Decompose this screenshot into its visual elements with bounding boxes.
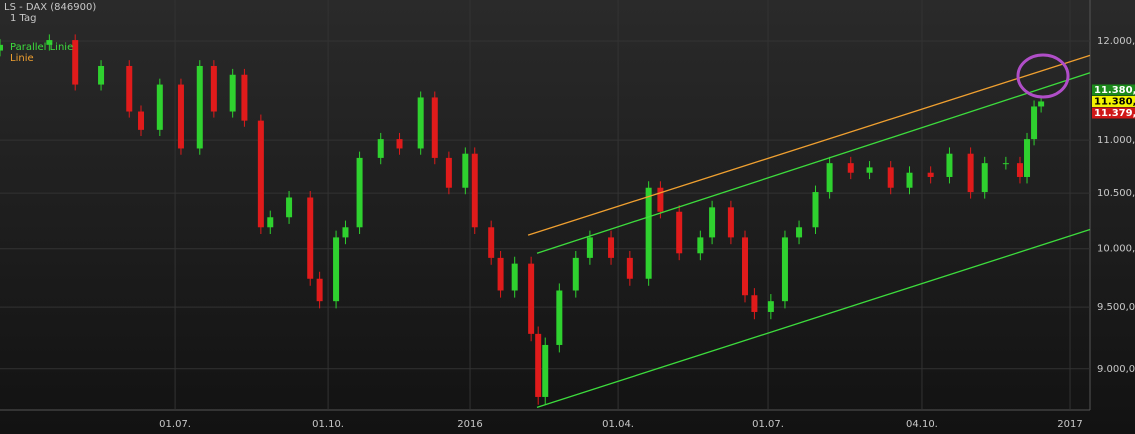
- candle-body: [46, 40, 53, 45]
- x-tick-label: 2017: [1057, 419, 1082, 430]
- candle-body: [1016, 163, 1023, 177]
- candle-body: [1024, 139, 1031, 177]
- candle-body: [906, 172, 913, 188]
- price-label-box: [1092, 84, 1135, 96]
- candle-body: [645, 187, 652, 279]
- x-tick-label: 2016: [457, 419, 482, 430]
- candle-body: [138, 111, 145, 130]
- candle-body: [826, 163, 833, 193]
- chart-title: LS - DAX (846900): [4, 2, 96, 13]
- candle-body: [229, 74, 236, 112]
- candle-body: [751, 295, 758, 312]
- candle-body: [0, 44, 3, 51]
- candle-body: [741, 237, 748, 296]
- candle-body: [542, 344, 549, 397]
- trend-line: [536, 72, 1091, 254]
- candle-body: [981, 163, 988, 193]
- highlight-circle: [1016, 53, 1070, 99]
- y-tick-label: 9.500,0: [1097, 302, 1135, 313]
- candle-body: [657, 187, 664, 212]
- candle-body: [556, 290, 563, 345]
- candle-body: [676, 211, 683, 254]
- candle-body: [796, 227, 803, 238]
- y-tick-label: 12.000,: [1097, 36, 1135, 47]
- candle-body: [535, 333, 542, 397]
- candle-body: [462, 153, 469, 188]
- candle-body: [267, 217, 274, 228]
- candle-body: [767, 301, 774, 312]
- legend-entry: Linie: [10, 53, 34, 64]
- candle-body: [417, 97, 424, 149]
- candle-body: [377, 139, 384, 158]
- x-tick-label: 01.04.: [602, 419, 634, 430]
- price-label-box: [1092, 96, 1135, 107]
- price-label: 11.380,5: [1094, 85, 1135, 96]
- candle-body: [1002, 163, 1009, 165]
- candle-body: [812, 192, 819, 228]
- chart-subtitle: 1 Tag: [10, 13, 36, 24]
- candle-body: [697, 237, 704, 254]
- candle-body: [1031, 106, 1038, 140]
- candle-body: [608, 237, 615, 258]
- candle-body: [196, 65, 203, 149]
- candle-body: [356, 157, 363, 228]
- candle-body: [177, 84, 184, 149]
- candle-body: [316, 278, 323, 302]
- candle-body: [967, 153, 974, 193]
- candle-body: [847, 163, 854, 173]
- candle-body: [709, 207, 716, 238]
- candle-body: [241, 74, 248, 121]
- candle-body: [626, 257, 633, 279]
- candle-body: [333, 237, 340, 302]
- price-label: 11.380,0: [1094, 97, 1135, 108]
- candle-body: [488, 227, 495, 258]
- y-tick-label: 11.000,: [1097, 135, 1135, 146]
- candle-body: [887, 167, 894, 188]
- y-tick-label: 9.000,0: [1097, 364, 1135, 375]
- candle-body: [781, 237, 788, 302]
- candle-body: [1038, 101, 1045, 107]
- candle-body: [342, 227, 349, 238]
- candle-body: [98, 65, 105, 85]
- x-tick-label: 01.07.: [752, 419, 784, 430]
- candle-body: [307, 197, 314, 279]
- candle-body: [210, 65, 217, 112]
- candle-body: [72, 40, 79, 85]
- candle-body: [396, 139, 403, 149]
- legend-entry: Parallel Linie: [10, 42, 73, 53]
- candle-body: [471, 153, 478, 228]
- candle-body: [126, 65, 133, 112]
- candle-body: [572, 257, 579, 291]
- trend-line: [536, 228, 1091, 408]
- x-tick-label: 01.07.: [159, 419, 191, 430]
- candle-body: [286, 197, 293, 218]
- price-label-box: [1092, 107, 1135, 119]
- candle-body: [528, 263, 535, 334]
- y-tick-label: 10.000,: [1097, 244, 1135, 255]
- candle-body: [927, 172, 934, 177]
- candle-body: [257, 120, 264, 228]
- x-tick-label: 04.10.: [906, 419, 938, 430]
- price-label: 11.379,5: [1094, 108, 1135, 119]
- trend-line: [527, 54, 1091, 236]
- candle-body: [586, 237, 593, 258]
- candle-body: [431, 97, 438, 158]
- candle-body: [497, 257, 504, 291]
- x-tick-label: 01.10.: [312, 419, 344, 430]
- candle-body: [946, 153, 953, 177]
- candle-body: [727, 207, 734, 238]
- candle-body: [156, 84, 163, 130]
- y-tick-label: 10.500,: [1097, 188, 1135, 199]
- candle-body: [511, 263, 518, 291]
- candle-body: [866, 167, 873, 173]
- candle-body: [445, 157, 452, 188]
